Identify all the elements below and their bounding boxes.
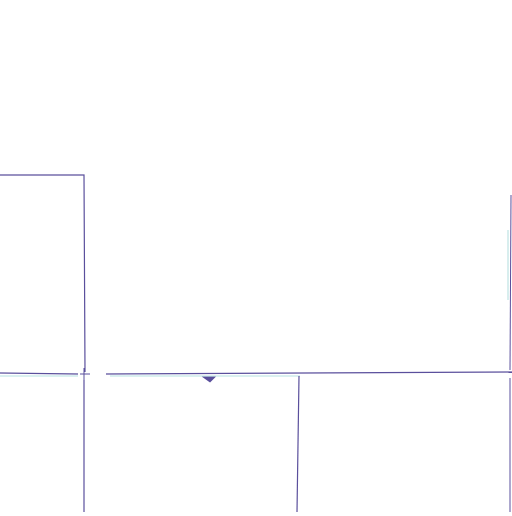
notch-marker xyxy=(201,376,216,383)
gap-cross-mark xyxy=(80,368,90,380)
top-left-box-outline xyxy=(0,174,86,373)
horizontal-line-left xyxy=(0,372,79,375)
middle-vertical-line xyxy=(296,375,300,513)
right-edge-vertical-upper xyxy=(509,194,512,371)
horizontal-line-right xyxy=(105,371,512,375)
